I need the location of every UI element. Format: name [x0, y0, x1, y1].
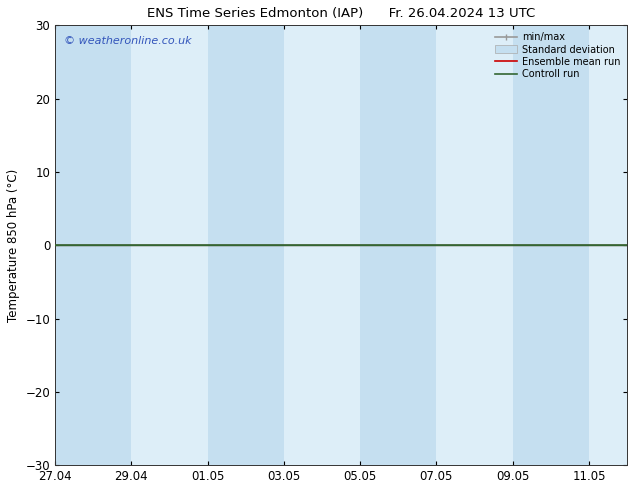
Y-axis label: Temperature 850 hPa (°C): Temperature 850 hPa (°C) — [7, 169, 20, 322]
Bar — [55, 25, 131, 465]
Bar — [513, 25, 589, 465]
Bar — [207, 25, 284, 465]
Bar — [360, 25, 436, 465]
Text: © weatheronline.co.uk: © weatheronline.co.uk — [63, 36, 191, 46]
Title: ENS Time Series Edmonton (IAP)      Fr. 26.04.2024 13 UTC: ENS Time Series Edmonton (IAP) Fr. 26.04… — [147, 7, 535, 20]
Legend: min/max, Standard deviation, Ensemble mean run, Controll run: min/max, Standard deviation, Ensemble me… — [493, 30, 622, 81]
